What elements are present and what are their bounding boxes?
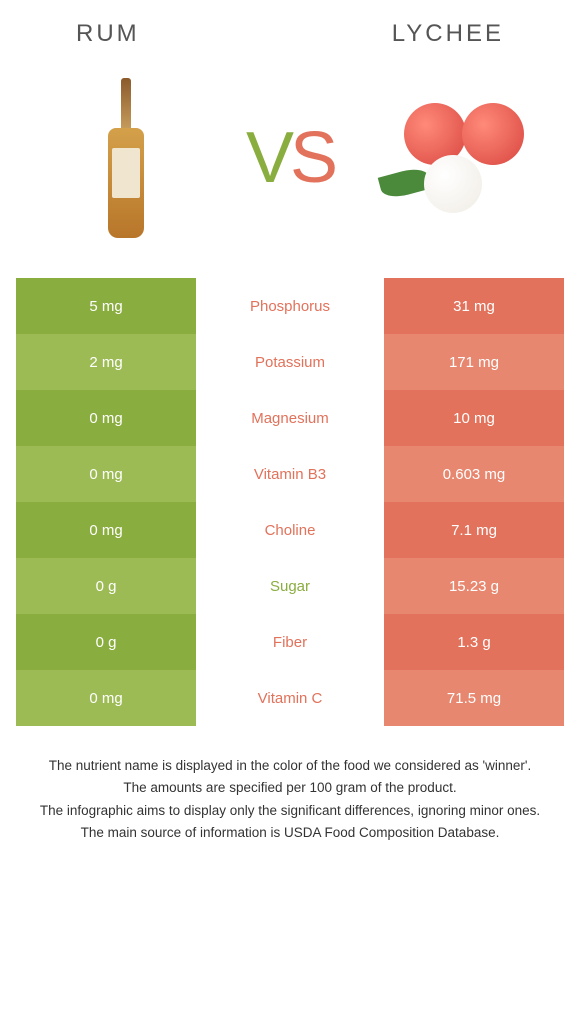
nutrient-name: Phosphorus xyxy=(196,278,384,334)
value-left: 0 g xyxy=(16,558,196,614)
title-right: Lychee xyxy=(392,20,504,48)
nutrient-name: Fiber xyxy=(196,614,384,670)
value-right: 71.5 mg xyxy=(384,670,564,726)
nutrient-name: Potassium xyxy=(196,334,384,390)
nutrient-name: Magnesium xyxy=(196,390,384,446)
rum-image xyxy=(56,68,196,248)
value-left: 0 mg xyxy=(16,446,196,502)
value-right: 15.23 g xyxy=(384,558,564,614)
table-row: 5 mgPhosphorus31 mg xyxy=(16,278,564,334)
value-right: 10 mg xyxy=(384,390,564,446)
nutrient-name: Vitamin C xyxy=(196,670,384,726)
value-right: 1.3 g xyxy=(384,614,564,670)
value-right: 31 mg xyxy=(384,278,564,334)
table-row: 0 gSugar15.23 g xyxy=(16,558,564,614)
table-row: 0 gFiber1.3 g xyxy=(16,614,564,670)
vs-row: VS xyxy=(16,68,564,278)
value-left: 0 mg xyxy=(16,390,196,446)
table-row: 0 mgVitamin B30.603 mg xyxy=(16,446,564,502)
footer-line: The nutrient name is displayed in the co… xyxy=(26,756,554,776)
table-row: 0 mgCholine7.1 mg xyxy=(16,502,564,558)
nutrient-name: Choline xyxy=(196,502,384,558)
header-row: Rum Lychee xyxy=(16,20,564,68)
title-left: Rum xyxy=(76,20,140,48)
footer-line: The main source of information is USDA F… xyxy=(26,823,554,843)
value-left: 0 g xyxy=(16,614,196,670)
comparison-table: 5 mgPhosphorus31 mg2 mgPotassium171 mg0 … xyxy=(16,278,564,726)
value-right: 0.603 mg xyxy=(384,446,564,502)
table-row: 0 mgVitamin C71.5 mg xyxy=(16,670,564,726)
table-row: 2 mgPotassium171 mg xyxy=(16,334,564,390)
nutrient-name: Sugar xyxy=(196,558,384,614)
value-left: 0 mg xyxy=(16,502,196,558)
vs-label: VS xyxy=(246,117,334,199)
value-right: 171 mg xyxy=(384,334,564,390)
value-left: 5 mg xyxy=(16,278,196,334)
value-left: 2 mg xyxy=(16,334,196,390)
footer-line: The infographic aims to display only the… xyxy=(26,801,554,821)
footer-notes: The nutrient name is displayed in the co… xyxy=(16,726,564,843)
value-left: 0 mg xyxy=(16,670,196,726)
value-right: 7.1 mg xyxy=(384,502,564,558)
footer-line: The amounts are specified per 100 gram o… xyxy=(26,778,554,798)
table-row: 0 mgMagnesium10 mg xyxy=(16,390,564,446)
nutrient-name: Vitamin B3 xyxy=(196,446,384,502)
lychee-image xyxy=(384,68,524,248)
